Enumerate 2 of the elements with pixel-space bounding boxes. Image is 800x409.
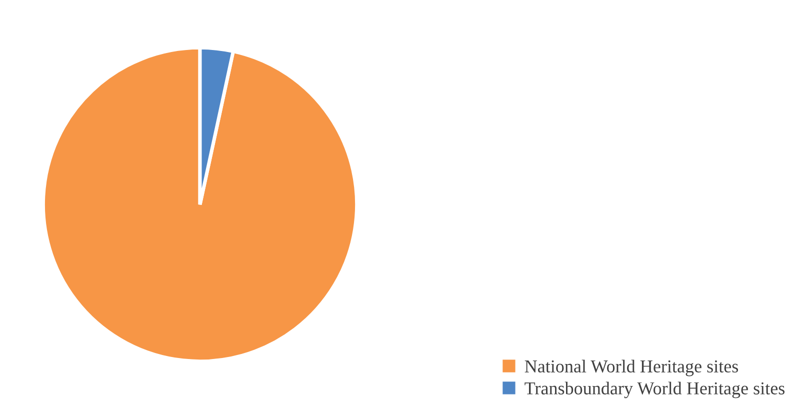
legend-label: National World Heritage sites xyxy=(524,360,738,376)
legend-label: Transboundary World Heritage sites xyxy=(524,382,785,398)
